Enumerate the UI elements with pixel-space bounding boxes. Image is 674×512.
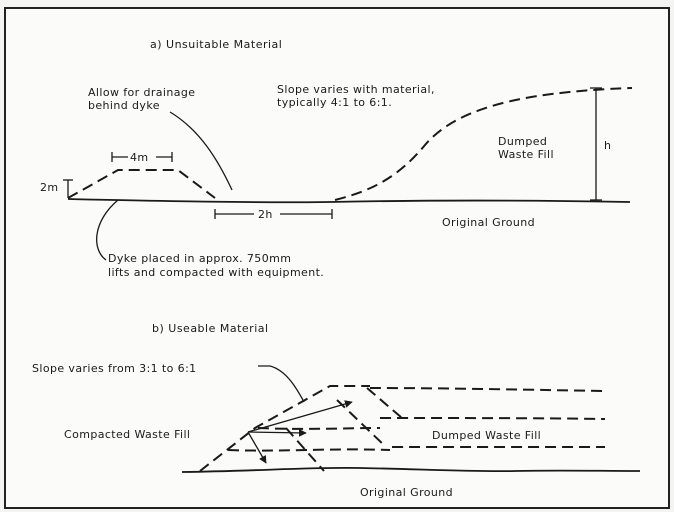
slope-range-label: Slope varies from 3:1 to 6:1 [32, 362, 197, 375]
top-width-label-bg [128, 150, 156, 163]
dyke-height-label: 2m [40, 181, 59, 194]
dumped-fill-label-bg [428, 427, 580, 441]
figure-border [4, 7, 670, 509]
layer-face-3 [285, 427, 325, 472]
panel-b-heading: b) Useable Material [152, 322, 269, 335]
compacted-fill-label: Compacted Waste Fill [64, 428, 190, 441]
spacing-label: 2h [258, 208, 273, 221]
compacted-lift-line-1 [257, 427, 381, 430]
dyke-note-line2: lifts and compacted with equipment. [108, 266, 324, 279]
compacted-arrow-3 [247, 431, 267, 464]
drainage-note-line1: Allow for drainage [88, 86, 195, 99]
drainage-leader [169, 111, 233, 191]
slope-note-line2: typically 4:1 to 6:1. [277, 96, 392, 109]
slope-note-line1: Slope varies with material, [277, 83, 435, 96]
dyke-note-line1: Dyke placed in approx. 750mm [108, 252, 291, 265]
dumped-fill-line1: Dumped [498, 135, 547, 148]
dumped-fill-line2: Waste Fill [498, 148, 554, 161]
slope-leader [258, 365, 305, 403]
compacted-fill-slope [199, 385, 370, 472]
top-width-label: 4m [130, 151, 149, 164]
spacing-label-bg [254, 207, 280, 220]
dumped-fill-label-b: Dumped Waste Fill [432, 429, 541, 442]
fill-height-label: h [604, 139, 611, 152]
dyke-outline [67, 169, 216, 199]
dyke-note-leader [96, 199, 119, 261]
dumped-layer-top [369, 387, 606, 392]
original-ground-label-b: Original Ground [360, 486, 453, 499]
drainage-note-line2: behind dyke [88, 99, 160, 112]
compacted-arrow-2 [247, 428, 307, 437]
waste-fill-slope-a [334, 87, 633, 201]
layer-face-2 [336, 399, 387, 448]
compacted-arrow-1 [247, 400, 353, 433]
original-ground-label-a: Original Ground [442, 216, 535, 229]
original-ground-line-b [181, 466, 641, 473]
original-ground-line-a [67, 198, 631, 204]
layer-face-1 [366, 387, 403, 419]
compacted-lift-line-2 [227, 448, 391, 452]
panel-a-heading: a) Unsuitable Material [150, 38, 282, 51]
